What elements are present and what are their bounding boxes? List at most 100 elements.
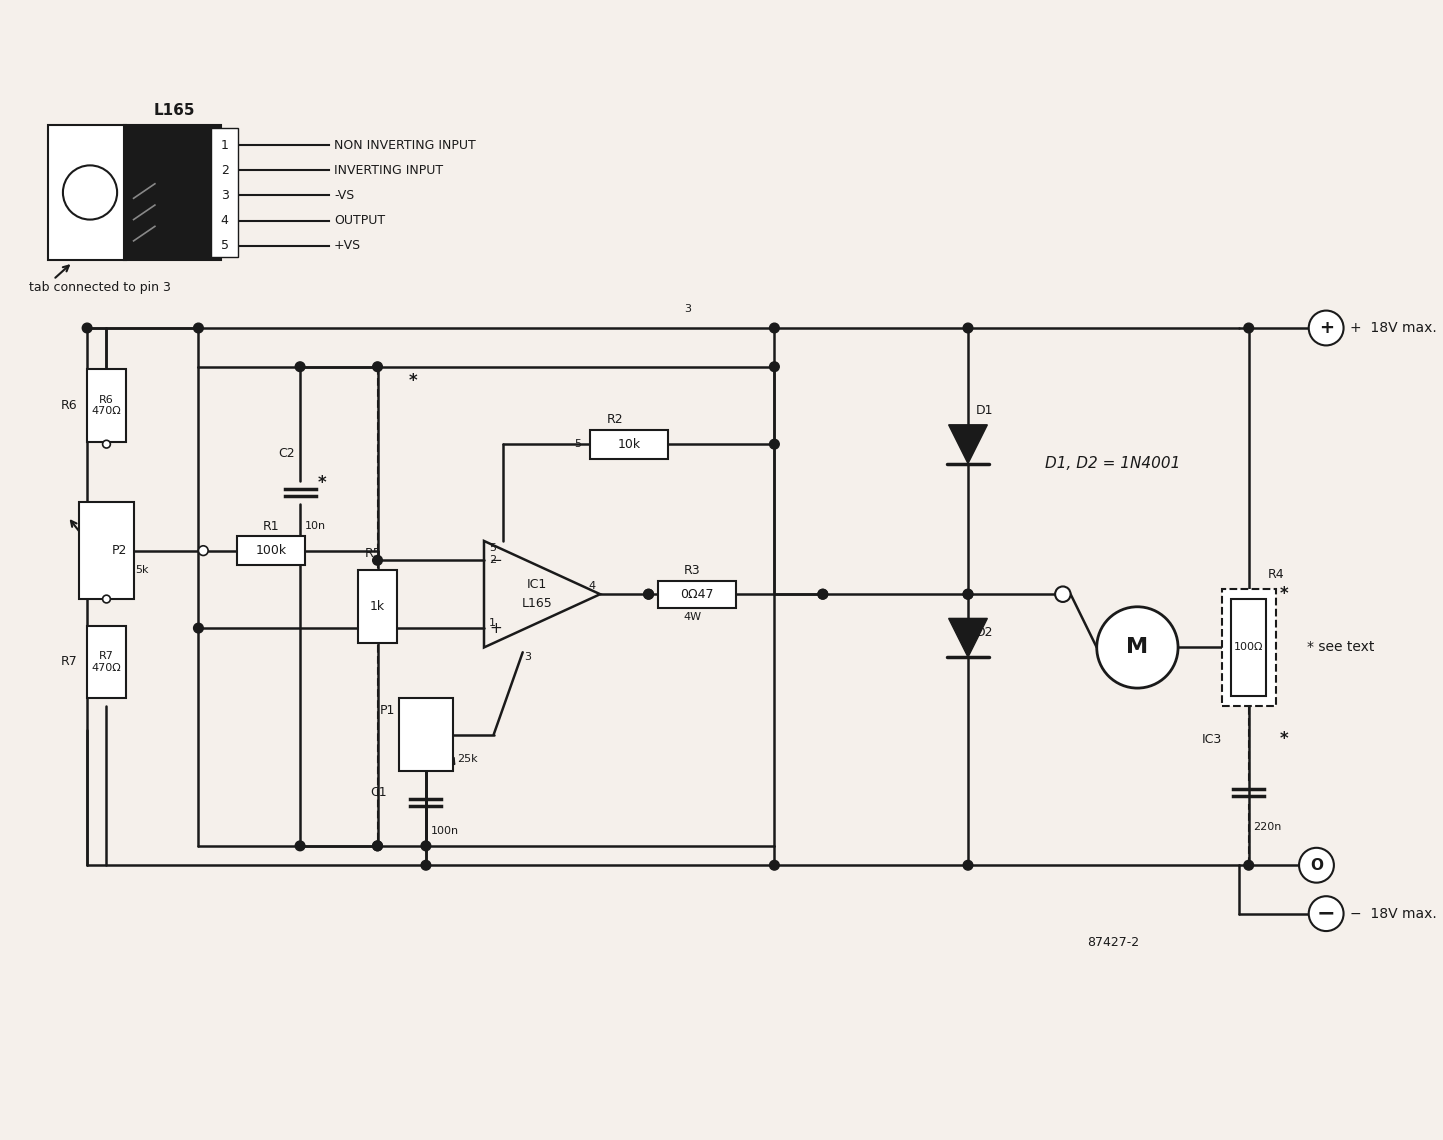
Text: 3: 3 — [221, 189, 228, 202]
Circle shape — [962, 861, 973, 870]
Circle shape — [1244, 861, 1254, 870]
Circle shape — [962, 589, 973, 598]
Text: C1: C1 — [371, 787, 387, 799]
Bar — [211, 128, 238, 258]
Text: NON INVERTING INPUT: NON INVERTING INPUT — [333, 139, 476, 152]
Text: R2: R2 — [606, 414, 623, 426]
Circle shape — [1097, 606, 1177, 689]
Text: OUTPUT: OUTPUT — [333, 214, 385, 227]
Bar — [1231, 598, 1266, 695]
Text: 1k: 1k — [369, 600, 385, 613]
Circle shape — [1299, 848, 1333, 882]
Circle shape — [1244, 323, 1254, 333]
Circle shape — [769, 323, 779, 333]
Circle shape — [769, 439, 779, 449]
Text: 5: 5 — [489, 543, 496, 553]
Text: *: * — [1280, 585, 1289, 603]
Text: 100k: 100k — [255, 544, 287, 557]
Text: +  18V max.: + 18V max. — [1351, 321, 1437, 335]
Text: P2: P2 — [111, 544, 127, 557]
Circle shape — [102, 440, 110, 448]
Text: 10n: 10n — [304, 521, 326, 531]
Bar — [79, 503, 134, 598]
Text: +: + — [489, 620, 502, 636]
Text: −: − — [489, 553, 502, 568]
Text: 0Ω47: 0Ω47 — [680, 588, 714, 601]
Bar — [1222, 589, 1276, 706]
Circle shape — [962, 323, 973, 333]
Circle shape — [296, 361, 304, 372]
Text: R6: R6 — [61, 399, 78, 412]
Text: 1: 1 — [489, 618, 496, 628]
Text: 2: 2 — [489, 555, 496, 565]
Text: 87427-2: 87427-2 — [1087, 936, 1140, 950]
Text: R4: R4 — [1268, 569, 1284, 581]
Text: 220n: 220n — [1254, 822, 1281, 831]
Text: 1: 1 — [221, 139, 228, 152]
Text: IC1: IC1 — [527, 578, 547, 591]
Text: −  18V max.: − 18V max. — [1351, 906, 1437, 921]
Circle shape — [1309, 896, 1343, 931]
Text: −: − — [1317, 904, 1335, 923]
Circle shape — [63, 165, 117, 220]
Circle shape — [296, 841, 304, 850]
Text: *: * — [317, 474, 326, 491]
Bar — [398, 698, 453, 772]
Circle shape — [1055, 586, 1071, 602]
Text: L165: L165 — [522, 597, 553, 610]
Text: R7
470Ω: R7 470Ω — [91, 651, 121, 673]
Text: P1: P1 — [380, 703, 395, 717]
Text: INVERTING INPUT: INVERTING INPUT — [333, 164, 443, 177]
Text: M: M — [1127, 637, 1149, 658]
Bar — [87, 626, 126, 699]
Text: 5: 5 — [574, 439, 580, 449]
Circle shape — [421, 861, 431, 870]
Text: 4: 4 — [589, 581, 596, 592]
Bar — [87, 369, 126, 441]
Bar — [237, 536, 304, 565]
Circle shape — [199, 546, 208, 555]
Polygon shape — [948, 618, 987, 657]
Circle shape — [102, 595, 110, 603]
Bar — [358, 570, 397, 643]
Circle shape — [193, 624, 203, 633]
Text: -VS: -VS — [333, 189, 354, 202]
Circle shape — [1309, 310, 1343, 345]
Circle shape — [82, 323, 92, 333]
Circle shape — [372, 555, 382, 565]
Text: 3: 3 — [684, 303, 691, 314]
Text: 10k: 10k — [618, 438, 641, 450]
Text: +VS: +VS — [333, 239, 361, 252]
Text: 25k: 25k — [457, 754, 478, 764]
Circle shape — [818, 589, 828, 598]
Text: 4: 4 — [221, 214, 228, 227]
Text: D1: D1 — [975, 404, 993, 417]
Circle shape — [421, 841, 431, 850]
Circle shape — [644, 589, 654, 598]
Bar — [124, 124, 221, 260]
Text: 4W: 4W — [683, 612, 701, 622]
Text: R1: R1 — [263, 520, 280, 532]
Text: 100Ω: 100Ω — [1234, 643, 1264, 652]
Text: 5: 5 — [221, 239, 228, 252]
Text: R5: R5 — [364, 546, 381, 560]
Text: R7: R7 — [61, 656, 78, 668]
Text: 100n: 100n — [431, 826, 459, 837]
Bar — [590, 430, 668, 458]
Text: 5k: 5k — [136, 565, 149, 575]
Text: * see text: * see text — [1307, 641, 1374, 654]
Text: 3: 3 — [524, 652, 531, 662]
Text: R3: R3 — [684, 564, 700, 578]
Text: D1, D2 = 1N4001: D1, D2 = 1N4001 — [1045, 456, 1180, 471]
Bar — [49, 124, 126, 260]
Text: L165: L165 — [153, 103, 195, 117]
Text: R6
470Ω: R6 470Ω — [91, 394, 121, 416]
Text: tab connected to pin 3: tab connected to pin 3 — [29, 280, 170, 294]
Text: 2: 2 — [221, 164, 228, 177]
Polygon shape — [948, 425, 987, 464]
Text: +: + — [1319, 319, 1333, 337]
Circle shape — [962, 589, 973, 598]
Circle shape — [372, 841, 382, 850]
Circle shape — [372, 841, 382, 850]
Circle shape — [818, 589, 828, 598]
